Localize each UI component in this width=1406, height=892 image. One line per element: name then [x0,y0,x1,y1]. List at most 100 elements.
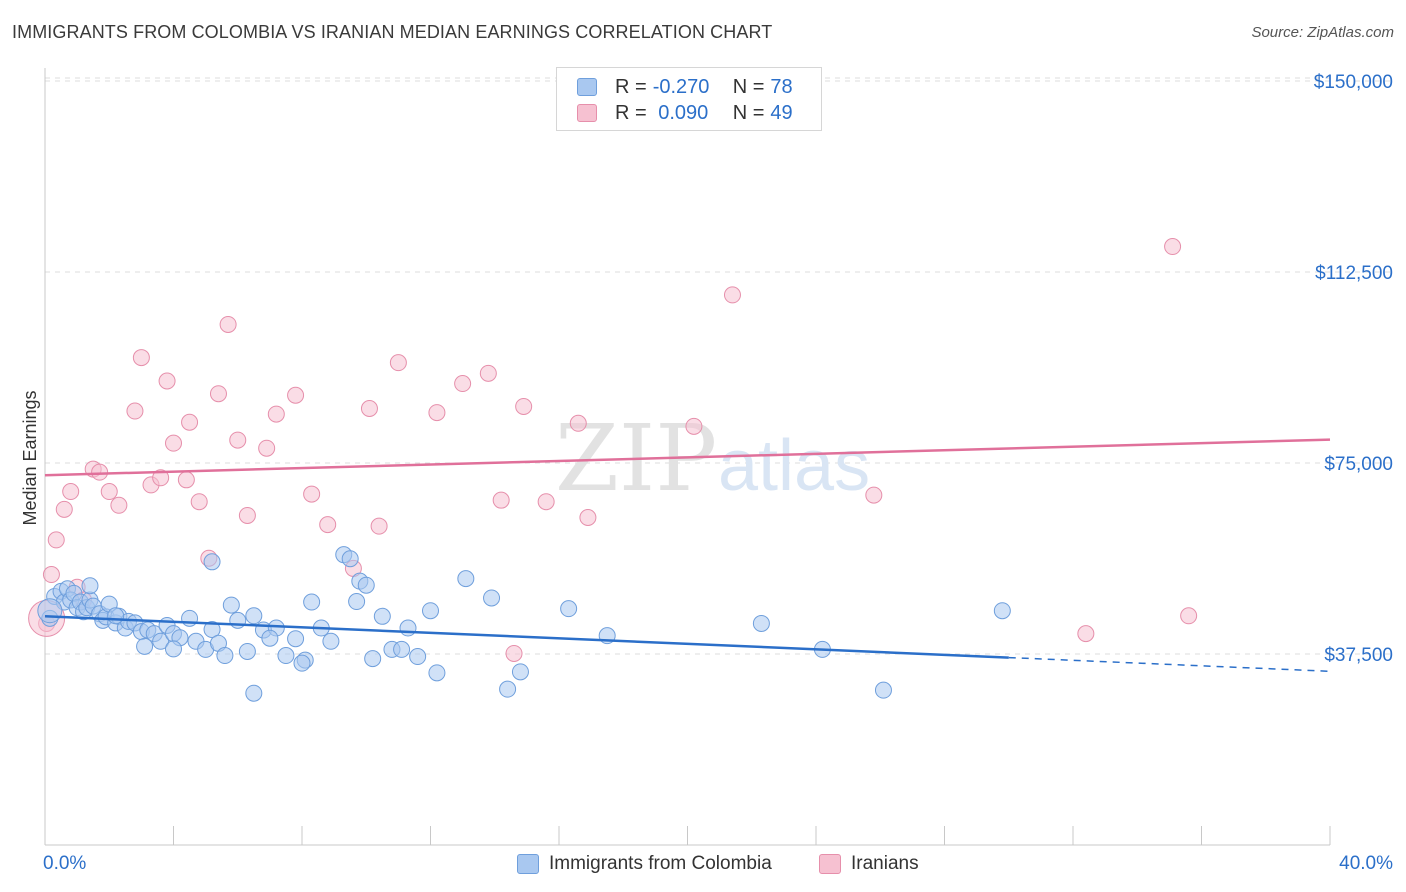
colombia-point [222,596,240,614]
iranians-point [258,439,276,457]
colombia-point [261,629,279,647]
y-axis-label: Median Earnings [20,390,40,525]
iranians-point [42,566,60,584]
colombia-point [203,553,221,571]
colombia-point [203,621,221,639]
iranians-point [177,471,195,489]
iranians-point [537,493,555,511]
colombia-point [277,647,295,665]
y-tick-label: $37,500 [1324,645,1393,666]
colombia-point [409,648,427,666]
colombia-point [457,570,475,588]
iranians-point [110,496,128,514]
legend-label: Iranians [851,853,919,874]
iranians-trend-line [44,438,1331,477]
colombia-point [152,632,170,650]
legend-item-colombia[interactable]: Immigrants from Colombia [517,851,772,877]
colombia-point [245,684,263,702]
iranians-point [152,469,170,487]
watermark-atlas: atlas [718,426,870,506]
stats-row-iranians: R = 0.090 N = 49 [577,101,793,125]
iranians-point [579,508,597,526]
y-tick-label: $112,500 [1315,263,1393,284]
iranians-point [1077,625,1095,643]
iranians-point [229,431,247,449]
colombia-point [373,607,391,625]
colombia-point [216,647,234,665]
iranians-point [209,385,227,403]
iranians-point [370,517,388,535]
colombia-point [364,650,382,668]
iranians-point [181,413,199,431]
watermark: ZIP atlas [555,405,870,512]
colombia-point [874,681,892,699]
iranians-point [479,364,497,382]
iranians-point [1180,607,1198,625]
iranians-point [389,354,407,372]
grid-lines [45,77,1395,655]
colombia-point [303,593,321,611]
colombia-point [399,619,417,637]
colombia-point [393,640,411,658]
n-value: 78 [770,75,793,98]
colombia-point [357,576,375,594]
iranians-point [55,500,73,518]
colombia-point [293,654,311,672]
colombia-trend-line [44,615,1009,659]
legend-label: Immigrants from Colombia [549,853,772,874]
correlation-stats-box: R = -0.270 N = 78 R = 0.090 N = 49 [556,67,822,131]
legend-item-iranians[interactable]: Iranians [819,851,919,877]
y-tick-label: $75,000 [1324,454,1393,475]
iranians-legend-swatch [819,854,841,874]
axes [44,68,1331,846]
iranians-point [267,405,285,423]
iranians-point [505,644,523,662]
iranians-swatch [577,104,597,122]
iranians-point [47,531,65,549]
n-label: N = [732,75,765,98]
colombia-point [560,600,578,618]
iranians-point [865,486,883,504]
colombia-point [499,680,517,698]
trend-lines [44,438,1331,673]
r-value: -0.270 [652,75,710,98]
colombia-point [238,642,256,660]
colombia-point [428,664,446,682]
iranians-point [360,400,378,418]
colombia-point [287,630,305,648]
colombia-point [165,640,182,658]
colombia-point [511,663,529,681]
iranians-point [454,375,472,393]
colombia-point [483,589,501,607]
chart-title: IMMIGRANTS FROM COLOMBIA VS IRANIAN MEDI… [12,22,773,42]
iranians-point [569,414,587,432]
n-value: 49 [770,101,793,124]
colombia-points [37,546,1011,702]
iranians-point [428,404,446,422]
colombia-point [341,550,359,568]
tick-labels: $37,500 $75,000 $112,500 $150,000 0.0% 40.0% [43,72,1393,874]
colombia-point [993,602,1011,620]
colombia-legend-swatch [517,854,539,874]
iranians-point [303,485,321,503]
iranians-point [492,491,510,509]
r-label: R = [615,75,647,98]
iranians-point [132,349,150,367]
x-tick-label-min: 0.0% [43,853,86,874]
iranians-point [219,315,237,333]
y-tick-label: $150,000 [1314,72,1393,93]
source-credit: Source: ZipAtlas.com [1251,24,1394,41]
iranians-point [100,483,118,501]
iranians-point [91,463,109,481]
colombia-point-large [37,598,63,624]
iranians-point [126,402,144,420]
r-value: 0.090 [652,101,709,124]
colombia-swatch [577,78,597,96]
iranians-point [190,493,208,511]
iranians-point [1164,238,1182,256]
colombia-point [322,632,340,650]
x-tick-label-max: 40.0% [1339,853,1393,874]
colombia-point [107,607,125,625]
iranians-point [515,397,533,415]
iranians-point [158,372,176,390]
